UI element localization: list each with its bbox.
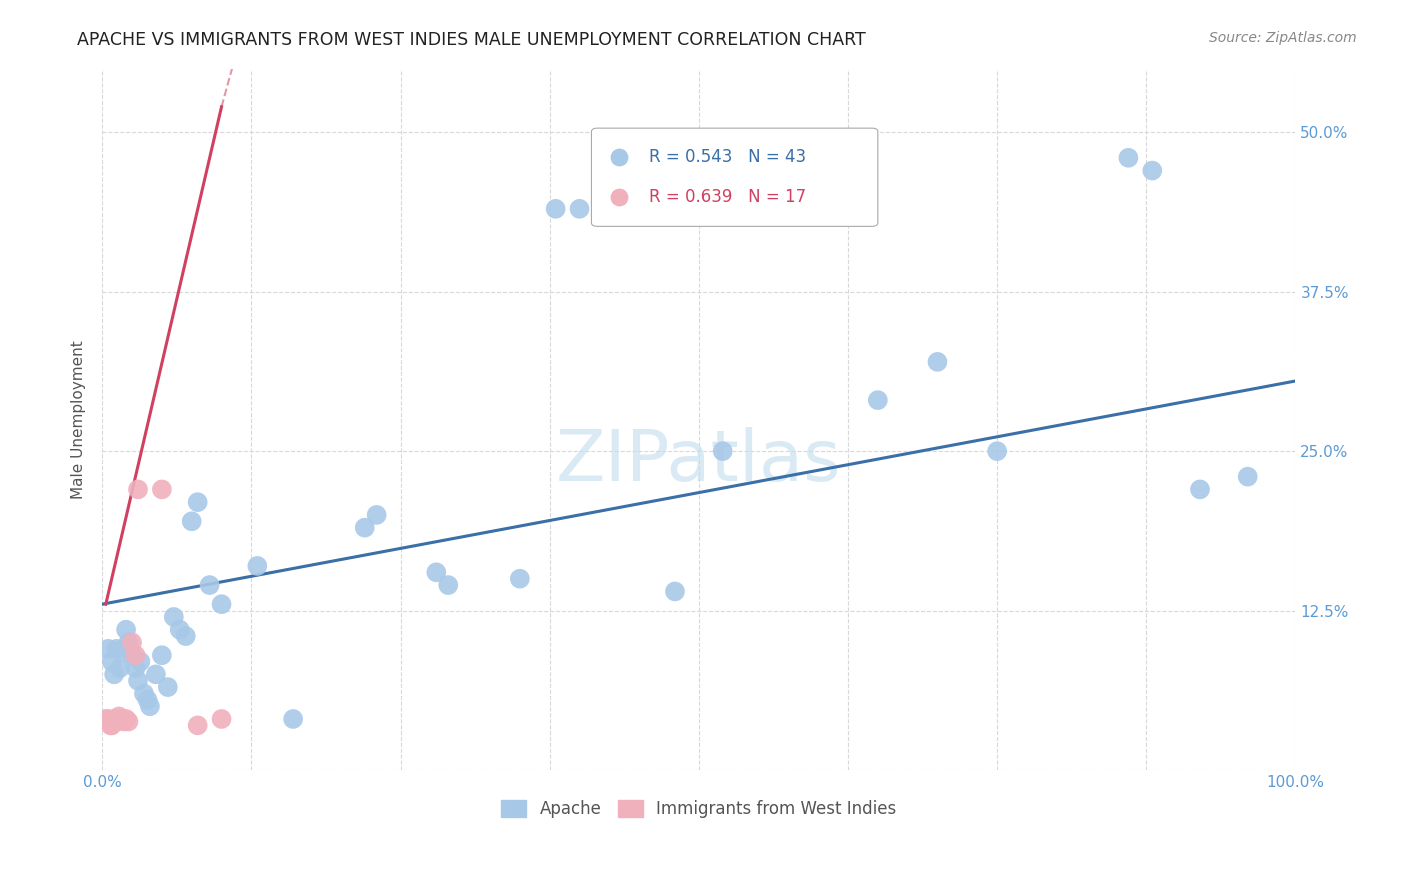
Point — [187, 495, 209, 509]
Point — [174, 629, 197, 643]
Point — [124, 661, 146, 675]
Point — [150, 483, 173, 497]
Point — [211, 597, 233, 611]
Point — [127, 483, 149, 497]
Point — [105, 641, 128, 656]
Text: R = 0.543   N = 43: R = 0.543 N = 43 — [648, 148, 806, 166]
Point — [136, 693, 159, 707]
Point — [103, 667, 125, 681]
Text: R = 0.639   N = 17: R = 0.639 N = 17 — [648, 188, 806, 206]
Point — [986, 444, 1008, 458]
Point — [927, 355, 949, 369]
Point — [103, 712, 125, 726]
Point — [97, 712, 120, 726]
Point — [246, 558, 269, 573]
Point — [115, 712, 138, 726]
Point — [1142, 163, 1164, 178]
Point — [150, 648, 173, 663]
Point — [100, 718, 122, 732]
Text: APACHE VS IMMIGRANTS FROM WEST INDIES MALE UNEMPLOYMENT CORRELATION CHART: APACHE VS IMMIGRANTS FROM WEST INDIES MA… — [77, 31, 866, 49]
Point — [121, 648, 143, 663]
Point — [211, 712, 233, 726]
Point — [117, 714, 139, 729]
Point — [509, 572, 531, 586]
Point — [110, 712, 132, 726]
Point — [129, 655, 152, 669]
Point — [112, 641, 135, 656]
Point — [180, 514, 202, 528]
Point — [132, 686, 155, 700]
Point — [281, 712, 304, 726]
Point — [112, 714, 135, 729]
Point — [145, 667, 167, 681]
Point — [100, 655, 122, 669]
Point — [187, 718, 209, 732]
Point — [163, 610, 186, 624]
Point — [437, 578, 460, 592]
Point — [121, 635, 143, 649]
Point — [1236, 469, 1258, 483]
Point — [94, 712, 117, 726]
Point — [108, 661, 131, 675]
Point — [117, 635, 139, 649]
Y-axis label: Male Unemployment: Male Unemployment — [72, 340, 86, 499]
Point — [100, 718, 122, 732]
Point — [1188, 483, 1211, 497]
Point — [1118, 151, 1140, 165]
Point — [866, 393, 889, 408]
Point — [198, 578, 221, 592]
Point — [124, 648, 146, 663]
Point — [97, 641, 120, 656]
FancyBboxPatch shape — [592, 128, 877, 227]
Point — [139, 699, 162, 714]
Point — [568, 202, 591, 216]
Point — [169, 623, 191, 637]
Point — [664, 584, 686, 599]
Point — [353, 521, 375, 535]
Point — [544, 202, 567, 216]
Point — [425, 566, 447, 580]
Legend: Apache, Immigrants from West Indies: Apache, Immigrants from West Indies — [495, 793, 903, 825]
Point — [711, 444, 734, 458]
Text: ZIPatlas: ZIPatlas — [555, 427, 842, 496]
Point — [127, 673, 149, 688]
Point — [115, 623, 138, 637]
Point — [108, 709, 131, 723]
Text: Source: ZipAtlas.com: Source: ZipAtlas.com — [1209, 31, 1357, 45]
Point — [156, 680, 179, 694]
Point — [366, 508, 388, 522]
Point — [105, 714, 128, 729]
